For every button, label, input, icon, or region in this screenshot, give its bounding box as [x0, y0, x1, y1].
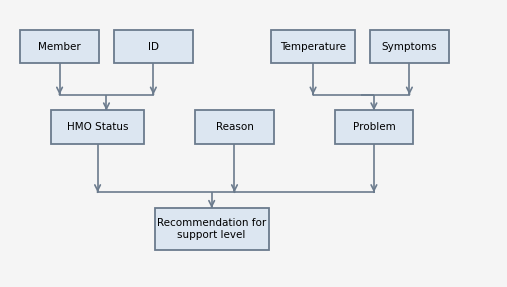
- Text: Temperature: Temperature: [280, 42, 346, 52]
- FancyBboxPatch shape: [195, 110, 274, 144]
- FancyBboxPatch shape: [335, 110, 413, 144]
- FancyBboxPatch shape: [271, 30, 355, 63]
- Text: Symptoms: Symptoms: [382, 42, 437, 52]
- Text: Member: Member: [38, 42, 81, 52]
- FancyBboxPatch shape: [51, 110, 144, 144]
- Text: HMO Status: HMO Status: [67, 122, 128, 132]
- Text: ID: ID: [148, 42, 159, 52]
- Text: Problem: Problem: [352, 122, 395, 132]
- FancyBboxPatch shape: [370, 30, 449, 63]
- FancyBboxPatch shape: [155, 208, 269, 250]
- FancyBboxPatch shape: [20, 30, 99, 63]
- FancyBboxPatch shape: [114, 30, 193, 63]
- Text: Recommendation for
support level: Recommendation for support level: [157, 218, 266, 240]
- Text: Reason: Reason: [215, 122, 254, 132]
